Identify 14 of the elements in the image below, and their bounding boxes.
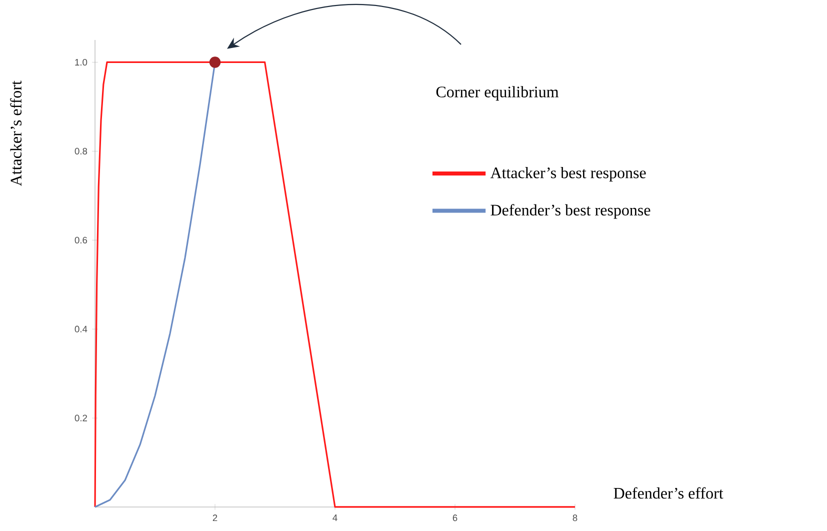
y-tick-label: 0.4: [74, 326, 88, 332]
annotation: Corner equilibrium: [436, 86, 559, 101]
x-tick-label: 2: [212, 514, 218, 522]
legend-label: Attacker’s best response: [490, 167, 646, 182]
x-tick-label: 6: [452, 514, 458, 522]
x-tick-label: 4: [332, 514, 338, 521]
y-axis-title: Attacker’s effort: [10, 80, 22, 186]
y-tick-label: 0.6: [74, 236, 88, 244]
x-axis-title: Defender’s effort: [614, 487, 724, 499]
x-tick-label: 8: [572, 514, 578, 522]
y-tick-label: 1.0: [75, 58, 88, 66]
legend-label: Defender’s best response: [490, 204, 650, 219]
y-tick-label: 0.8: [74, 148, 88, 154]
y-tick-label: 0.2: [74, 414, 87, 422]
